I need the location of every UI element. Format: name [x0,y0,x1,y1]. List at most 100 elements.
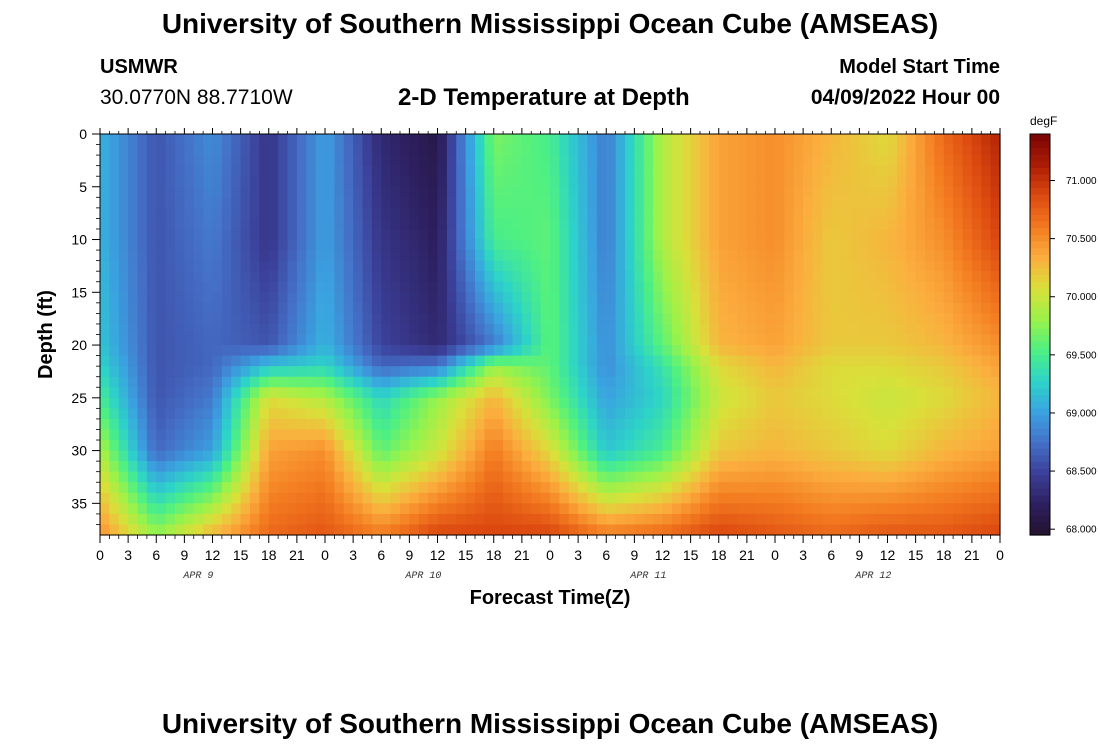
heatmap-cell [737,513,748,526]
heatmap-cell [868,334,879,346]
heatmap-cell [390,524,401,536]
heatmap-cell [587,207,598,220]
heatmap-cell [287,513,298,526]
heatmap-cell [193,471,204,483]
colorbar-label: 69.500 [1066,350,1097,361]
heatmap-cell [625,176,635,188]
heatmap-cell [156,197,167,209]
heatmap-cell [296,418,307,431]
heatmap-cell [231,429,242,441]
heatmap-cell [400,271,410,283]
heatmap-cell [437,376,448,388]
heatmap-cell [578,271,589,283]
heatmap-cell [606,302,617,314]
heatmap-cell [868,155,879,167]
heatmap-cell [437,429,448,441]
heatmap-cell [371,418,382,431]
heatmap-cell [981,461,992,473]
heatmap-cell [362,250,373,262]
heatmap-cell [343,503,354,515]
heatmap-cell [831,450,842,462]
heatmap-cell [475,429,485,441]
heatmap-cell [437,323,448,336]
heatmap-cell [671,134,682,146]
heatmap-cell [568,218,579,230]
heatmap-cell [821,313,832,325]
heatmap-cell [775,239,785,251]
heatmap-cell [156,408,167,420]
heatmap-cell [493,387,504,399]
heatmap-cell [315,197,326,209]
heatmap-cell [784,429,795,441]
heatmap-cell [437,408,448,420]
heatmap-cell [709,165,720,177]
heatmap-cell [184,134,195,146]
heatmap-cell [512,345,523,357]
heatmap-cell [221,323,232,336]
heatmap-cell [334,524,345,536]
heatmap-cell [775,345,785,357]
heatmap-cell [531,492,542,504]
heatmap-cell [840,313,851,325]
heatmap-cell [962,207,973,220]
heatmap-cell [887,228,898,241]
heatmap-cell [240,397,251,409]
heatmap-cell [428,313,439,325]
heatmap-cell [503,144,514,156]
heatmap-cell [831,408,842,420]
heatmap-cell [653,197,664,209]
heatmap-cell [718,418,729,431]
heatmap-cell [606,387,617,399]
heatmap-cell [128,450,139,462]
heatmap-cell [437,165,448,177]
heatmap-cell [362,524,373,536]
heatmap-cell [859,492,870,504]
heatmap-cell [671,482,682,494]
heatmap-cell [287,271,298,283]
heatmap-cell [671,334,682,346]
heatmap-cell [475,524,485,536]
heatmap-cell [756,176,767,188]
heatmap-cell [193,429,204,441]
heatmap-cell [521,281,532,293]
colorbar-segment [1030,154,1050,162]
heatmap-cell [446,271,457,283]
heatmap-cell [437,155,448,167]
heatmap-cell [737,239,748,251]
heatmap-cell [503,302,514,314]
heatmap-cell [728,176,739,188]
colorbar-segment [1030,494,1050,503]
heatmap-cell [353,440,364,452]
heatmap-cell [812,323,823,336]
heatmap-cell [362,387,373,399]
heatmap-cell [643,366,654,378]
heatmap-cell [643,134,654,146]
heatmap-cell [137,355,148,367]
heatmap-cell [850,366,860,378]
heatmap-cell [156,471,167,483]
heatmap-cell [165,366,176,378]
heatmap-cell [606,418,617,431]
heatmap-cell [550,503,560,515]
heatmap-cell [990,376,1001,388]
heatmap-cell [540,450,551,462]
heatmap-cell [268,271,279,283]
heatmap-cell [896,323,907,336]
colorbar-segment [1030,434,1050,443]
heatmap-cell [803,513,814,526]
heatmap-cell [925,387,935,399]
heatmap-cell [700,197,710,209]
heatmap-cell [831,250,842,262]
heatmap-cell [756,228,767,241]
heatmap-cell [409,323,420,336]
x-tick-label: 9 [405,547,413,563]
heatmap-cell [156,228,167,241]
heatmap-cell [681,186,692,198]
heatmap-cell [503,418,514,431]
heatmap-cell [568,524,579,536]
heatmap-cell [709,376,720,388]
heatmap-cell [540,513,551,526]
heatmap-cell [971,345,982,357]
heatmap-cell [578,134,589,146]
heatmap-cell [653,387,664,399]
